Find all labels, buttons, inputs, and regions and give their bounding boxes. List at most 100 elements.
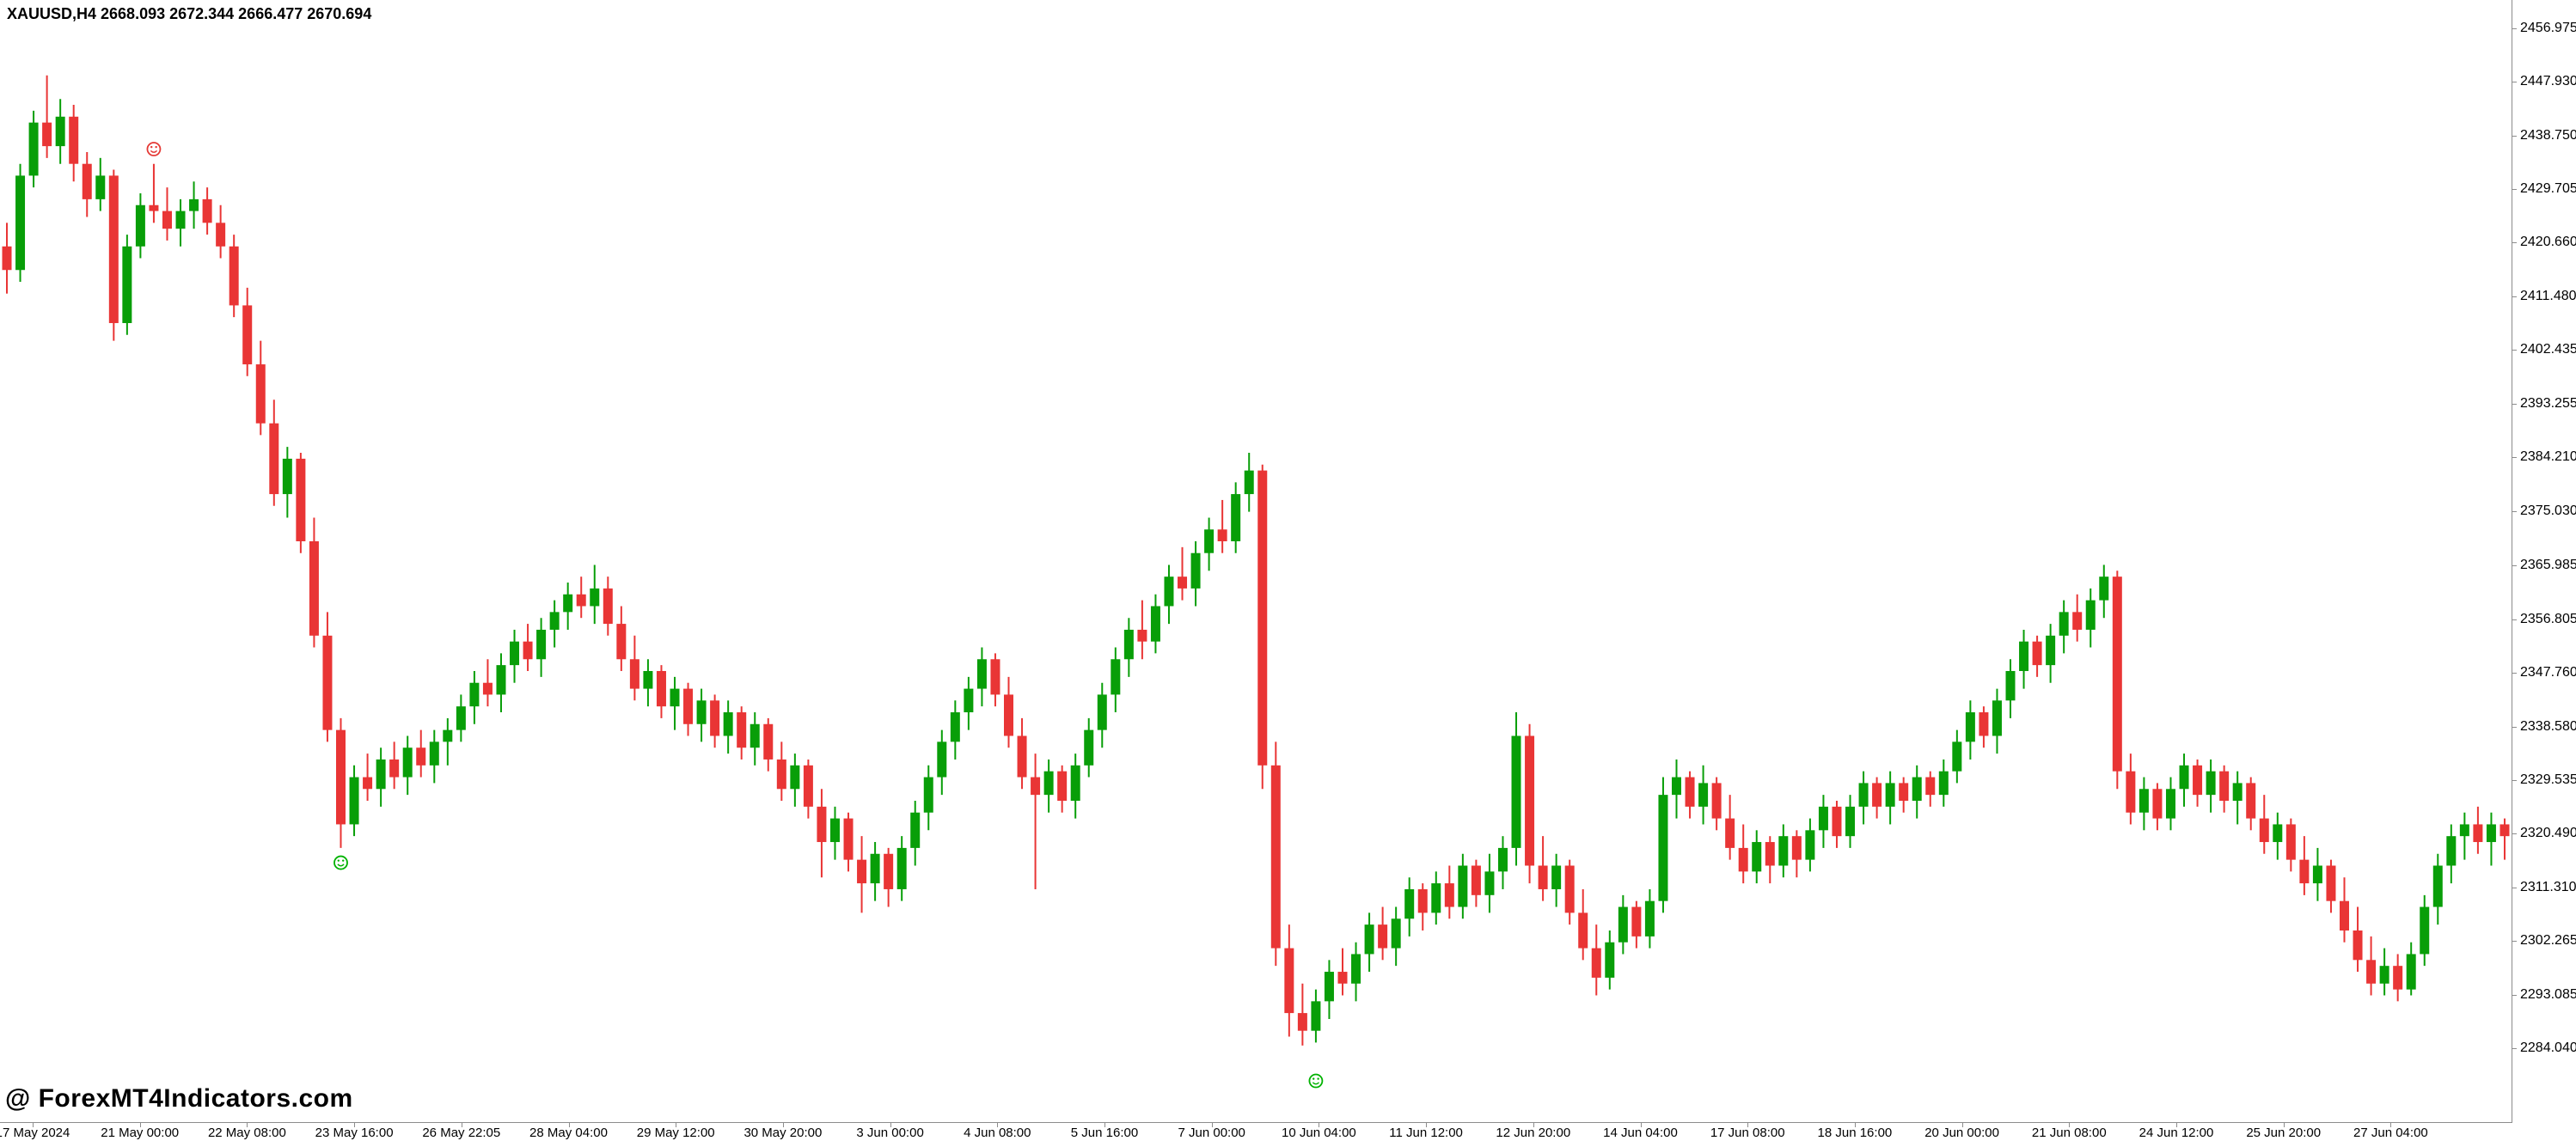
time-axis-tick [1533,1123,1534,1127]
price-axis[interactable]: 2456.975 2447.930 2438.750 2429.705 2420.660… [2512,0,2576,1140]
bull-candle [510,629,520,683]
time-axis-label: 28 May 04:00 [529,1126,608,1140]
bull-candle [1497,836,1508,889]
time-axis-label: 21 May 00:00 [101,1126,180,1140]
bear-candle [2500,818,2510,860]
bull-candle [1605,930,1615,990]
bear-candle [69,105,79,182]
time-axis-label: 26 May 22:05 [422,1126,501,1140]
bear-candle [656,665,666,718]
bear-candle [216,204,226,259]
bull-candle [937,729,947,796]
bull-candle [1150,594,1160,654]
bear-candle [242,287,253,376]
time-axis-label: 30 May 20:00 [743,1126,823,1140]
bull-candle [950,700,960,760]
bear-candle [296,453,306,553]
bear-candle [2072,594,2083,642]
bear-candle [202,187,212,235]
price-axis-label: 2320.490 [2520,825,2576,840]
bull-candle [2179,754,2189,807]
bear-candle [603,577,613,636]
bear-candle [2112,570,2122,790]
bear-candle [683,682,694,736]
bear-candle [1591,924,1601,996]
bull-candle [1885,771,1895,825]
time-axis-tick [890,1123,891,1127]
price-axis-tick [2512,619,2517,620]
bear-candle [1979,706,1989,748]
bear-candle [629,635,639,701]
bear-candle [269,400,279,506]
price-axis-tick [2512,136,2517,137]
bear-candle [1685,771,1695,819]
bull-candle [1324,960,1334,1019]
bear-candle [322,612,333,742]
bear-candle [309,517,319,648]
bear-candle [1564,859,1575,925]
bear-candle [2299,836,2310,895]
time-axis-tick [354,1123,356,1127]
time-axis-label: 4 Jun 08:00 [964,1126,1031,1140]
bull-candle [2312,847,2322,901]
bull-candle [1484,853,1495,913]
bull-candle [870,842,880,901]
bull-candle [2420,894,2430,967]
time-axis-label: 20 Jun 00:00 [1924,1126,1999,1140]
bear-candle [576,577,586,619]
bull-candle [402,735,413,796]
time-axis-label: 27 Jun 04:00 [2353,1126,2428,1140]
bull-candle [750,712,760,766]
bull-candle [2406,942,2416,996]
bear-candle [1444,865,1454,919]
bear-candle [2,223,12,294]
bear-candle [776,741,786,801]
bull-candle [829,806,840,860]
bull-candle [1858,771,1869,825]
bull-candle [1364,912,1374,973]
bull-candle [349,765,359,837]
time-axis-label: 18 Jun 16:00 [1817,1126,1893,1140]
time-axis-label: 17 Jun 08:00 [1710,1126,1785,1140]
bull-candle [1404,877,1415,937]
bull-candle [2273,812,2283,860]
bull-candle [15,163,26,282]
price-axis-tick [2512,940,2517,942]
time-axis-label: 5 Jun 16:00 [1070,1126,1139,1140]
price-axis-tick [2512,404,2517,406]
time-axis-label: 7 Jun 00:00 [1178,1126,1245,1140]
symbol-ohlc-title: XAUUSD,H4 2668.093 2672.344 2666.477 267… [7,5,372,22]
time-axis-label: 24 Jun 12:00 [2139,1126,2214,1140]
bull-candle [1204,517,1215,571]
bull-candle [1164,564,1174,625]
time-axis-label: 22 May 08:00 [207,1126,286,1140]
bear-candle [1417,883,1428,930]
bull-candle [1938,759,1949,807]
bear-candle [1378,906,1388,961]
time-axis[interactable]: 17 May 2024 21 May 00:00 22 May 08:00 23 Ma… [0,1122,2512,1141]
bull-candle [1912,765,1922,819]
bull-candle [1511,712,1521,866]
candlestick-chart[interactable] [0,0,2512,1122]
price-axis-tick [2512,1048,2517,1049]
bear-candle [108,169,119,341]
time-axis-label: 11 Jun 12:00 [1389,1126,1463,1140]
time-axis-label: 29 May 12:00 [636,1126,715,1140]
price-axis-label: 2384.210 [2520,449,2576,465]
bear-candle [162,187,172,241]
time-axis-tick [1961,1123,1963,1127]
bull-candle [964,676,974,730]
bull-candle [1097,682,1107,748]
bull-candle [55,99,65,164]
bull-candle [2139,777,2149,831]
smiley-green-icon [1308,1073,1324,1089]
bull-candle [1965,700,1975,760]
bear-candle [229,235,239,318]
bull-candle [1551,853,1562,907]
bull-candle [910,800,921,866]
bull-candle [1244,453,1254,512]
bear-candle [2219,765,2230,813]
bull-candle [443,717,453,766]
time-axis-tick [1854,1123,1856,1127]
bear-candle [149,163,159,223]
